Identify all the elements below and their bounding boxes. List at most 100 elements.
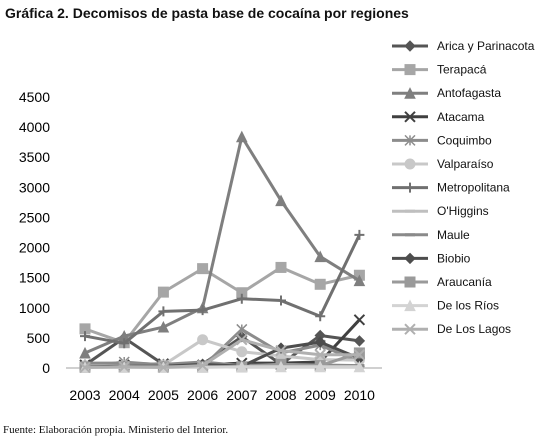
data-point [79,361,91,374]
y-tick-label: 0 [42,360,50,376]
legend-label: Metropolitana [437,181,510,195]
data-point [157,286,169,298]
legend-label: Coquimbo [437,133,492,147]
y-tick-label: 2000 [19,240,50,256]
data-point [314,278,326,290]
series-line [84,234,361,345]
data-point [275,261,287,273]
legend-item: Maule [392,228,470,242]
legend-label: Maule [437,228,470,242]
legend-label: Valparaíso [437,157,494,171]
y-tick-label: 4000 [19,119,50,135]
data-point [79,346,91,359]
data-point [353,335,366,347]
data-point [315,311,326,322]
data-point [275,344,287,357]
data-point [196,359,209,372]
legend-label: Antofagasta [437,86,501,100]
legend-label: O'Higgins [437,204,489,218]
x-tick-label: 2004 [109,387,140,403]
legend-item: O'Higgins [392,204,489,218]
data-point [275,194,287,207]
data-point [353,314,366,326]
x-tick-label: 2007 [226,387,257,403]
legend-item: Valparaíso [392,157,494,171]
series-de-los-lagos [79,333,366,374]
legend: Arica y Parinacota Terapacá Antofagasta Ata… [392,39,535,336]
data-point [80,331,90,342]
series-antofagasta [79,130,366,359]
data-point [236,346,248,358]
legend-marker [404,134,416,146]
legend-marker [404,111,416,123]
legend-item: Arica y Parinacota [392,39,535,53]
legend-label: Arica y Parinacota [437,39,535,53]
data-point [118,361,130,373]
y-tick-label: 3000 [19,179,50,195]
series-metropolitana [80,229,365,349]
data-point [236,293,247,304]
legend-label: Araucanía [437,275,492,289]
data-point [157,320,170,333]
legend-marker [404,299,416,312]
y-tick-label: 2500 [19,209,50,225]
legend-label: Terapacá [437,63,487,77]
data-point [197,305,208,316]
series-line [84,135,361,355]
legend-marker [404,158,416,170]
legend-item: De Los Lagos [392,322,511,336]
legend-marker [405,182,415,193]
legend-item: Araucanía [392,275,492,289]
legend-item: De los Ríos [392,299,499,313]
y-tick-label: 4500 [19,89,50,105]
legend-item: Atacama [392,110,485,124]
legend-marker [404,40,416,52]
x-tick-label: 2009 [305,387,336,403]
chart-title: Gráfica 2. Decomisos de pasta base de co… [5,5,409,21]
data-point [236,323,248,335]
data-point [354,229,365,240]
data-point [275,360,287,373]
legend-item: Coquimbo [392,133,492,147]
data-point [314,360,327,373]
data-point [353,349,366,361]
y-tick-label: 500 [27,330,51,346]
legend-label: Atacama [437,110,485,124]
legend-item: Biobio [392,251,471,265]
data-point [158,306,169,317]
data-point [314,349,326,361]
data-point [314,250,327,263]
x-tick-label: 2010 [344,387,375,403]
source-note: Fuente: Elaboración propia. Ministerio d… [3,424,228,436]
plot-area: 0 500 1000 1500 2000 2500 3000 3500 4000 4500 2003… [19,89,382,403]
y-tick-label: 3500 [19,149,50,165]
data-point [353,360,366,373]
legend-item: Antofagasta [392,86,501,100]
legend-marker [404,87,416,99]
x-tick-label: 2008 [265,387,296,403]
data-point [236,333,248,346]
series-line [84,338,360,369]
legend-item: Metropolitana [392,181,510,195]
data-point [314,336,326,348]
legend-item: Terapacá [392,63,487,77]
data-point [197,263,209,275]
data-point [353,274,366,287]
y-tick-label: 1500 [19,270,50,286]
data-point [276,295,286,306]
y-tick-label: 1000 [19,300,50,316]
data-point [119,338,130,349]
legend-marker [404,276,416,288]
legend-label: Biobio [437,251,471,265]
data-point [235,360,248,373]
x-tick-label: 2006 [187,387,218,403]
legend-label: De Los Lagos [437,322,511,336]
legend-label: De los Ríos [437,299,499,313]
x-tick-label: 2005 [148,387,179,403]
data-point [197,334,209,346]
data-point [157,361,170,374]
series-line [84,333,360,367]
legend-marker [404,323,416,335]
legend-marker [404,64,416,76]
